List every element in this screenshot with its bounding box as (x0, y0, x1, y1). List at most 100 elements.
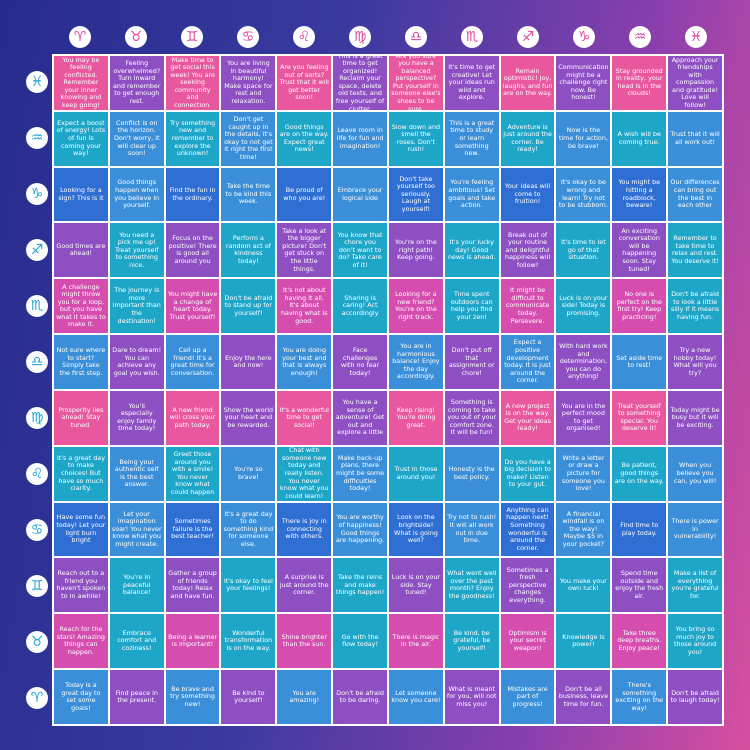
message-cell: Sometimes failure is the best teacher! (165, 502, 220, 557)
message-cell: Don't take yourself too seriously. Laugh… (388, 167, 443, 222)
message-cell: It's a wonderful time to get social! (277, 390, 332, 445)
message-cell: You're feeling ambitious! Set goals and … (444, 167, 499, 222)
message-cell: With hard work and determination, you ca… (556, 335, 611, 389)
message-cell: Be kind to yourself! (221, 670, 276, 724)
message-cell: There's something exciting on the way! (612, 670, 667, 724)
message-cell: Don't be afraid to stand up for yourself… (221, 279, 276, 334)
column-sign-slot: ♈ (52, 22, 108, 52)
message-cell: A wish will be coming true. (612, 111, 667, 166)
message-cell: The journey is more important than the d… (109, 279, 164, 334)
message-cell: Go with the flow today! (333, 614, 387, 669)
column-sign-slot: ♏ (444, 22, 500, 52)
row-sign: ♒ (26, 127, 48, 149)
message-cell: You bring so much joy to those around yo… (668, 614, 722, 669)
message-cell: You're in peaceful balance! (109, 558, 164, 613)
message-cell: Gather a group of friends today! Relax a… (165, 558, 220, 613)
row-sign-slot: ♓ (22, 54, 52, 110)
message-cell: You know that chore you don't want to do… (333, 223, 387, 278)
message-cell: Being your authentic self is the best an… (109, 446, 164, 501)
message-cell: Keep rising! You're doing great. (388, 390, 443, 445)
message-cell: Adventure is just around the corner. Be … (500, 111, 555, 166)
message-cell: Break out of your routine and delightful… (500, 223, 555, 278)
column-sign-slot: ♊ (164, 22, 220, 52)
message-cell: Take the reins and make things happen! (333, 558, 387, 613)
message-cell: You make your own luck! (556, 558, 611, 613)
column-sign: ♌ (293, 26, 315, 48)
column-sign-slot: ♐ (500, 22, 556, 52)
message-cell: Don't get caught up in the details, it's… (221, 111, 276, 166)
message-cell: Time spent outdoors can help you find yo… (444, 279, 499, 334)
message-cell: Let someone know you care! (388, 670, 443, 724)
message-cell: Luck is on your side. Stay tuned! (388, 558, 443, 613)
message-cell: Make back-up plans, there might be some … (333, 446, 387, 501)
message-cell: It's a great day to do something kind fo… (221, 502, 276, 557)
message-cell: Try a new hobby today! What will you try… (668, 335, 722, 389)
message-cell: Knowledge is power! (556, 614, 611, 669)
message-cell: It's okay to be wrong and learn! Try not… (556, 167, 611, 222)
message-cell: Treat yourself to something special. You… (612, 390, 667, 445)
message-cell: Find time to play today. (612, 502, 667, 557)
message-cell: Dare to dream! You can achieve any goal … (109, 335, 164, 389)
message-cell: Don't be afraid to laugh today! (668, 670, 722, 724)
message-cell: Trust that it will all work out! (668, 111, 722, 166)
message-cell: Focus on the positive! There is good all… (165, 223, 220, 278)
message-cell: Sometimes a fresh perspective changes ev… (500, 558, 555, 613)
row-sign-slot: ♒ (22, 110, 52, 166)
message-cell: Wonderful transformation is on the way. (221, 614, 276, 669)
column-sign: ♊ (181, 26, 203, 48)
message-cell: Embrace comfort and coziness! (109, 614, 164, 669)
column-sign-slot: ♉ (108, 22, 164, 52)
message-cell: It's a great day to make choices! But ha… (54, 446, 108, 501)
message-cell: It's your lucky day! Good news is ahead. (444, 223, 499, 278)
message-cell: An exciting conversation will be happeni… (612, 223, 667, 278)
message-cell: A financial windfall is on the way! Mayb… (556, 502, 611, 557)
message-cell: Set aside time to rest! (612, 335, 667, 389)
message-cell: Luck is on your side! Today is promising… (556, 279, 611, 334)
message-cell: It's not about having it all, it's about… (277, 279, 332, 334)
message-cell: There is power in vulnerability! (668, 502, 722, 557)
message-cell: This is a great time to study or learn s… (444, 111, 499, 166)
message-cell: What went well over the past month? Enjo… (444, 558, 499, 613)
message-cell: Are you feeling out of sorts? Trust that… (277, 56, 332, 110)
row-sign-slot: ♍ (22, 390, 52, 446)
message-cell: Remain optimistic! Joy, laughs, and fun … (500, 56, 555, 110)
message-cell: Being a learner is important! (165, 614, 220, 669)
message-cell: Don't be all business, leave time for fu… (556, 670, 611, 724)
column-sign-slot: ♎ (388, 22, 444, 52)
message-cell: Expect a boost of energy! Lots of fun is… (54, 111, 108, 166)
message-cell: Take the time to be kind this week. (221, 167, 276, 222)
message-cell: What is meant for you, will not miss you… (444, 670, 499, 724)
message-cell: It's time to get creative! Let your idea… (444, 56, 499, 110)
message-cell: It might be difficult to communicate tod… (500, 279, 555, 334)
message-cell: You are in the perfect mood to get organ… (556, 390, 611, 445)
column-sign: ♓ (685, 26, 707, 48)
message-cell: Reach out to a friend you haven't spoken… (54, 558, 108, 613)
message-cell: Today might be busy but it will be excit… (668, 390, 722, 445)
message-cell: Make a list of everything you're gratefu… (668, 558, 722, 613)
column-sign: ♏ (461, 26, 483, 48)
message-cell: There is magic in the air. (388, 614, 443, 669)
message-cell: When you believe you can, you will! (668, 446, 722, 501)
message-cell: Honesty is the best policy. (444, 446, 499, 501)
message-cell: Have some fun today! Let your light burn… (54, 502, 108, 557)
column-sign: ♍ (349, 26, 371, 48)
message-cell: You are amazing! (277, 670, 332, 724)
column-sign-slot: ♌ (276, 22, 332, 52)
row-sign: ♈ (26, 687, 48, 709)
message-cell: Something is coming to take you out of y… (444, 390, 499, 445)
message-cell: Remember to take time to relax and rest.… (668, 223, 722, 278)
message-cell: You are doing your best and that is alwa… (277, 335, 332, 389)
message-cell: Anything can happen next! Something wond… (500, 502, 555, 557)
message-cell: Enjoy the here and now! (221, 335, 276, 389)
message-cell: Not sure where to start? Simply take the… (54, 335, 108, 389)
message-cell: A new friend will cross your path today. (165, 390, 220, 445)
message-cell: Slow down and smell the roses. Don't rus… (388, 111, 443, 166)
column-sign-slot: ♍ (332, 22, 388, 52)
message-cell: Try something new and remember to explor… (165, 111, 220, 166)
row-sign-slot: ♏ (22, 278, 52, 334)
message-cell: Take three deep breaths. Enjoy peace! (612, 614, 667, 669)
row-sign-slot: ♉ (22, 614, 52, 670)
message-cell: This is a great time to get organized! R… (333, 56, 387, 110)
message-cell: Spend time outside and enjoy the fresh a… (612, 558, 667, 613)
message-cell: Be brave and try something new! (165, 670, 220, 724)
